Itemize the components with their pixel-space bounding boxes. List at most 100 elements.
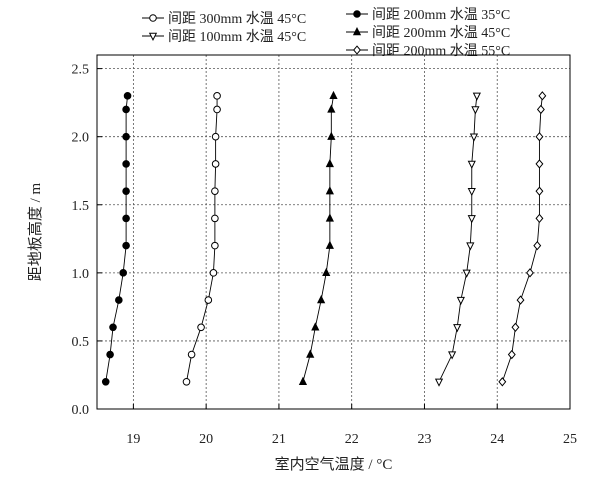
legend-item: 间距 200mm 水温 35°C — [346, 7, 510, 23]
legend-marker — [148, 32, 158, 42]
data-point — [472, 92, 481, 101]
data-point — [511, 322, 520, 332]
data-point — [211, 160, 220, 168]
y-tick-label: 1.0 — [72, 267, 90, 282]
x-tick-label: 19 — [126, 432, 140, 447]
data-point — [122, 187, 130, 195]
legend-item: 间距 300mm 水温 45°C — [142, 11, 306, 27]
data-point — [535, 159, 544, 169]
data-point — [516, 295, 525, 305]
data-point — [507, 349, 516, 360]
legend-item: 间距 200mm 水温 55°C — [346, 43, 510, 59]
data-point — [115, 296, 123, 304]
data-point — [311, 322, 320, 331]
legend-label: 间距 200mm 水温 55°C — [372, 43, 510, 59]
data-point — [187, 350, 196, 359]
data-point — [329, 90, 338, 100]
data-point — [122, 132, 130, 141]
y-tick-label: 2.5 — [72, 63, 90, 78]
series-0 — [101, 92, 132, 386]
data-point — [466, 242, 475, 251]
data-point — [327, 104, 336, 113]
data-point — [535, 186, 544, 196]
data-point — [101, 377, 110, 386]
data-point — [213, 92, 221, 100]
data-point — [325, 213, 334, 222]
data-point — [467, 187, 476, 197]
legend-item: 间距 200mm 水温 45°C — [346, 25, 510, 41]
series-line — [186, 95, 218, 382]
legend-marker — [353, 45, 361, 55]
data-point — [182, 377, 191, 386]
data-point — [467, 160, 476, 169]
data-point — [467, 215, 476, 224]
data-point — [456, 296, 465, 306]
series-3 — [434, 92, 481, 387]
axis-ticks: 19 20 21 22 23 24 25 0.0 0.5 1.0 1.5 2.0 2.5 — [72, 63, 578, 447]
data-point — [327, 131, 336, 140]
data-point — [109, 323, 117, 332]
data-point — [122, 241, 130, 250]
data-point — [306, 349, 315, 358]
data-point — [538, 91, 547, 101]
data-point — [122, 160, 130, 168]
legend-item: 间距 100mm 水温 45°C — [142, 29, 306, 45]
legend-label: 间距 200mm 水温 35°C — [372, 7, 510, 23]
data-point — [469, 133, 479, 142]
y-tick-label: 1.5 — [72, 199, 90, 214]
legend-marker — [149, 14, 157, 22]
data-point — [122, 105, 130, 114]
x-tick-label: 25 — [563, 432, 577, 447]
data-point — [211, 132, 220, 141]
x-axis-title: 室内空气温度 / °C — [275, 456, 393, 473]
data-point — [211, 214, 219, 223]
series-2 — [298, 90, 338, 385]
data-point — [325, 186, 334, 195]
data-point — [119, 269, 127, 277]
data-point — [498, 377, 507, 387]
x-tick-label: 22 — [345, 432, 359, 447]
data-point — [213, 105, 221, 114]
data-point — [526, 268, 534, 278]
y-tick-label: 2.0 — [72, 131, 90, 146]
data-point — [325, 158, 334, 168]
series-4 — [498, 91, 547, 387]
y-tick-label: 0.5 — [72, 335, 90, 350]
grid — [97, 55, 570, 409]
data-point — [322, 267, 331, 277]
series-1 — [182, 92, 221, 386]
x-tick-label: 20 — [199, 432, 213, 447]
legend-marker — [352, 26, 362, 36]
data-point — [123, 92, 132, 100]
data-point — [204, 296, 213, 304]
plot-frame — [96, 54, 571, 410]
legend-label: 间距 200mm 水温 45°C — [372, 25, 510, 41]
series-line — [438, 95, 478, 382]
x-tick-label: 23 — [417, 432, 431, 447]
series-line — [105, 95, 129, 382]
data-point — [536, 104, 545, 115]
data-point — [298, 376, 308, 385]
legend-label: 间距 300mm 水温 45°C — [168, 11, 306, 27]
data-point — [211, 187, 219, 195]
data-point — [106, 350, 114, 359]
data-point — [453, 324, 462, 333]
legend: 间距 300mm 水温 45°C 间距 200mm 水温 35°C 间距 100mm… — [142, 7, 510, 59]
x-tick-label: 21 — [272, 432, 286, 447]
y-axis-title: 距地板高度 / m — [26, 183, 44, 282]
data-point — [535, 132, 544, 142]
data-point — [471, 106, 480, 115]
data-point — [434, 378, 444, 387]
series-layer — [101, 90, 547, 387]
data-point — [448, 351, 457, 360]
data-point — [209, 269, 218, 277]
legend-marker — [353, 10, 361, 18]
data-point — [535, 213, 544, 224]
data-point — [122, 214, 130, 223]
data-point — [533, 240, 542, 251]
data-point — [197, 323, 205, 332]
legend-label: 间距 100mm 水温 45°C — [168, 29, 306, 45]
x-tick-label: 24 — [490, 432, 504, 447]
data-point — [462, 269, 471, 278]
data-point — [325, 240, 334, 249]
